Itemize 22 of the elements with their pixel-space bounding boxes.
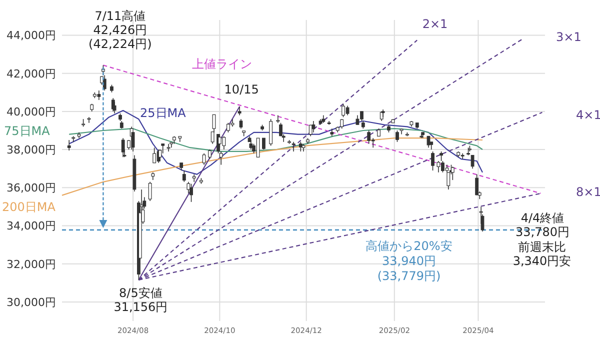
series-label: 2×1 <box>422 17 448 31</box>
ref-label: 高値から20%安 33,940円 (33,779円) <box>366 239 452 283</box>
series-label: 3×1 <box>556 30 582 44</box>
annotation: 7/11高値 42,426円 (42,224円) <box>88 9 152 52</box>
ytick: 44,000円 <box>6 29 56 42</box>
series-label: 25日MA <box>140 106 186 120</box>
ytick: 36,000円 <box>6 182 56 195</box>
series-label: 75日MA <box>4 124 50 138</box>
series-label: 8×1 <box>576 185 600 199</box>
series-label: 200日MA <box>2 200 56 214</box>
ytick: 42,000円 <box>6 67 56 80</box>
ytick: 40,000円 <box>6 105 56 118</box>
annotation: 前週末比 3,340円安 <box>512 240 572 268</box>
series-label: 上値ライン <box>192 57 252 71</box>
ytick: 30,000円 <box>6 296 56 309</box>
annotation: 10/15 <box>224 82 259 96</box>
ytick: 32,000円 <box>6 258 56 271</box>
ytick: 34,000円 <box>6 220 56 233</box>
annotation: 8/5安値 31,156円 <box>114 286 168 314</box>
annotation: 4/4終値 33,780円 <box>516 210 570 239</box>
series-label: 4×1 <box>576 108 600 122</box>
ytick: 38,000円 <box>6 144 56 157</box>
